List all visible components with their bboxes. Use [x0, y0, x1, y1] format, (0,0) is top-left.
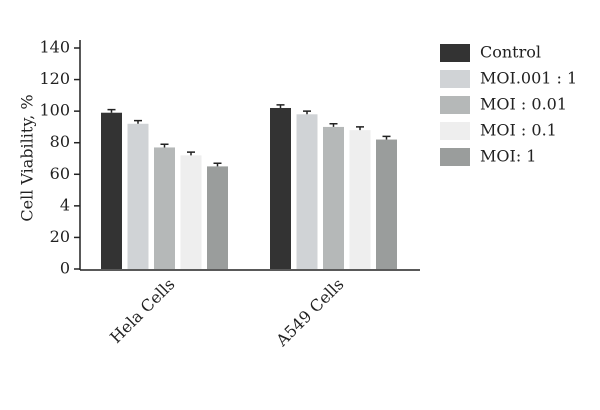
error-bar: [187, 151, 195, 156]
error-bar: [160, 143, 169, 148]
legend-label: MOI : 0.1: [480, 121, 557, 140]
bar: [154, 147, 175, 269]
legend-label: MOI: 1: [480, 147, 536, 166]
y-tick-label: 140: [39, 38, 70, 57]
y-tick-label: 4: [60, 195, 70, 214]
x-tick-label: Hela Cells: [106, 275, 178, 347]
y-tick-label: 100: [39, 101, 70, 120]
error-bar: [303, 110, 311, 115]
y-tick-label: 80: [50, 132, 70, 151]
error-bar: [134, 119, 142, 124]
bar: [101, 112, 122, 269]
error-bar: [356, 126, 364, 131]
bar: [323, 126, 344, 269]
bar: [376, 139, 397, 269]
legend-label: MOI.001 : 1: [480, 69, 577, 88]
bar: [296, 114, 318, 269]
legend-swatch: [440, 122, 470, 140]
y-axis-label: Cell Viability, %: [18, 94, 37, 221]
error-bar: [382, 135, 391, 140]
y-tick-label: 60: [50, 164, 70, 183]
legend-swatch: [440, 44, 470, 62]
bar: [207, 166, 228, 269]
legend-label: MOI : 0.01: [480, 95, 567, 114]
bar: [349, 130, 371, 269]
bar: [127, 123, 149, 270]
legend-swatch: [440, 96, 470, 114]
bar: [270, 107, 291, 269]
error-bar: [213, 162, 222, 167]
y-tick-label: 120: [39, 69, 70, 88]
legend-label: Control: [480, 43, 541, 62]
y-tick-label: 20: [50, 227, 70, 246]
y-tick-label: 0: [60, 259, 70, 278]
legend-swatch: [440, 70, 470, 88]
bar: [180, 155, 202, 269]
error-bar: [276, 104, 285, 108]
error-bar: [329, 123, 338, 127]
x-tick-label: A549 Cells: [272, 275, 348, 351]
legend-swatch: [440, 148, 470, 166]
error-bar: [107, 108, 116, 113]
